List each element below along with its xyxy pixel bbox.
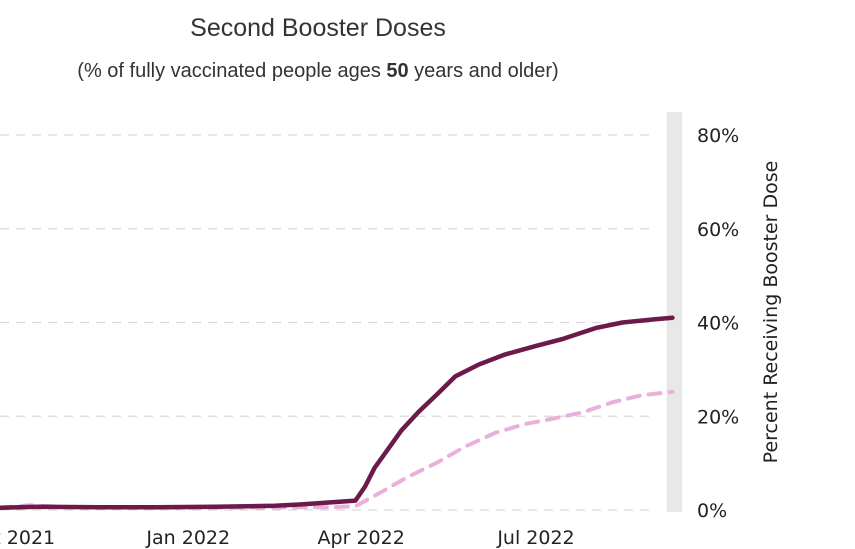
y-tick-label: 80% [697,125,739,147]
x-tick-label: Jan 2022 [145,527,230,549]
y-tick-label: 60% [697,219,739,241]
x-tick-label: Apr 2022 [318,527,405,549]
subtitle-prefix: (% of fully vaccinated people ages [77,60,387,82]
chart-subtitle: (% of fully vaccinated people ages 50 ye… [0,60,636,83]
subtitle-age: 50 [386,60,409,82]
x-tick-label: Jul 2022 [496,527,574,549]
subtitle-suffix: years and older) [408,60,559,82]
y-axis-label: Percent Receiving Booster Dose [760,161,782,464]
x-tick-label: Oct 2021 [0,527,55,549]
series-line-solid [0,315,675,510]
y-tick-label: 20% [697,406,739,428]
y-tick-label: 0% [697,500,727,522]
recent-data-band [666,112,682,512]
chart-title: Second Booster Doses [190,14,446,42]
y-tick-label: 40% [697,313,739,335]
series-line-dashed [0,389,675,510]
